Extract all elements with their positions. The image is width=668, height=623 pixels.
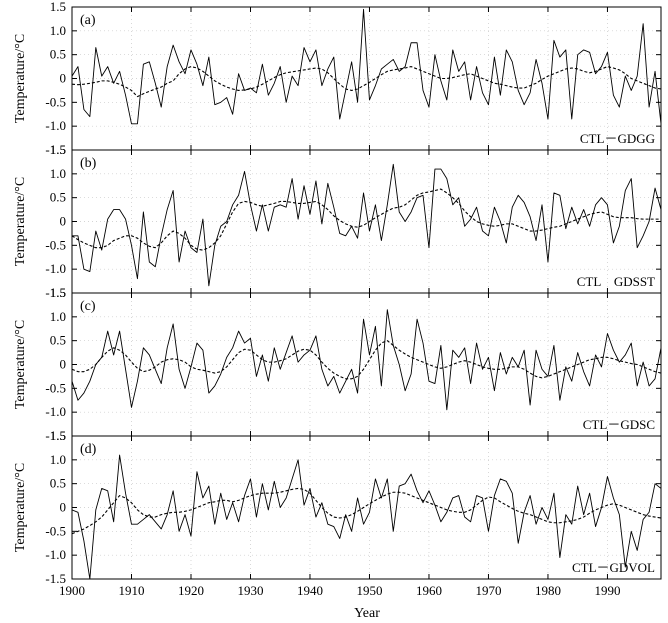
experiment-diff-label: CTL－GDSC bbox=[583, 417, 655, 432]
y-tick-label: -1.5 bbox=[45, 428, 66, 443]
chart-panel: 1.5 1.0 0.5 0 -0.5 -1.0 -1.5 (d) CTL－GDVOL Temper… bbox=[13, 428, 662, 586]
y-tick-label: 1.5 bbox=[50, 142, 66, 157]
y-tick-label: -1.0 bbox=[45, 261, 66, 276]
panels-layer: 1.5 1.0 0.5 0 -0.5 -1.0 -1.5 (a) CTL－GDGG Tempera… bbox=[13, 0, 662, 586]
y-tick-label: -0.5 bbox=[45, 523, 66, 538]
y-tick-label: 0.5 bbox=[50, 333, 66, 348]
y-tick-label: -0.5 bbox=[45, 380, 66, 395]
y-axis-title: Temperature/°C bbox=[13, 34, 28, 123]
x-tick-label: 1900 bbox=[59, 583, 85, 598]
x-tick-label: 1960 bbox=[416, 583, 442, 598]
y-tick-label: 1.0 bbox=[50, 23, 66, 38]
smoothed-series-line bbox=[72, 188, 661, 251]
annual-series-line bbox=[72, 454, 661, 579]
y-tick-label: 0.5 bbox=[50, 476, 66, 491]
y-tick-label: -1.5 bbox=[45, 571, 66, 586]
y-tick-label: 1.0 bbox=[50, 166, 66, 181]
annual-series-line bbox=[72, 8, 661, 125]
y-tick-label: 1.5 bbox=[50, 0, 66, 14]
y-axis-title: Temperature/°C bbox=[13, 177, 28, 266]
y-tick-label: 0 bbox=[60, 214, 67, 229]
chart-panel: 1.5 1.0 0.5 0 -0.5 -1.0 -1.5 (b) CTL GDSST Temper… bbox=[13, 142, 662, 300]
panel-letter: (c) bbox=[80, 299, 96, 314]
y-tick-label: -1.5 bbox=[45, 285, 66, 300]
y-tick-label: -1.5 bbox=[45, 142, 66, 157]
y-tick-label: -1.0 bbox=[45, 404, 66, 419]
chart-panel: 1.5 1.0 0.5 0 -0.5 -1.0 -1.5 (a) CTL－GDGG Tempera… bbox=[13, 0, 662, 157]
y-tick-label: -1.0 bbox=[45, 118, 66, 133]
x-tick-label: 1970 bbox=[475, 583, 501, 598]
panel-letter: (d) bbox=[80, 442, 97, 457]
y-tick-label: -1.0 bbox=[45, 547, 66, 562]
y-tick-label: 0.5 bbox=[50, 47, 66, 62]
x-tick-label: 1950 bbox=[356, 583, 382, 598]
x-tick-label: 1910 bbox=[118, 583, 144, 598]
x-axis: 1900 1910 1920 1930 1940 1950 1960 1970 1980 1990 bbox=[59, 583, 620, 598]
annual-series-line bbox=[72, 309, 661, 411]
annual-series-line bbox=[72, 163, 661, 287]
x-tick-label: 1930 bbox=[237, 583, 263, 598]
y-axis-title: Temperature/°C bbox=[13, 320, 28, 409]
experiment-diff-label: CTL GDSST bbox=[577, 274, 655, 289]
experiment-diff-label: CTL－GDGG bbox=[580, 131, 655, 146]
x-axis-title: Year bbox=[354, 606, 380, 621]
y-tick-label: -0.5 bbox=[45, 94, 66, 109]
y-tick-label: 0 bbox=[60, 357, 67, 372]
y-tick-label: 1.0 bbox=[50, 452, 66, 467]
chart-panel: 1.5 1.0 0.5 0 -0.5 -1.0 -1.5 (c) CTL－GDSC Tempera… bbox=[13, 285, 662, 443]
y-axis-title: Temperature/°C bbox=[13, 463, 28, 552]
x-tick-label: 1920 bbox=[178, 583, 204, 598]
y-tick-label: 1.0 bbox=[50, 309, 66, 324]
y-tick-label: 1.5 bbox=[50, 285, 66, 300]
panel-letter: (a) bbox=[80, 13, 96, 28]
y-tick-label: 1.5 bbox=[50, 428, 66, 443]
panel-letter: (b) bbox=[80, 156, 97, 171]
smoothed-series-line bbox=[72, 340, 661, 380]
y-tick-label: 0 bbox=[60, 500, 67, 515]
y-tick-label: 0.5 bbox=[50, 190, 66, 205]
y-tick-label: 0 bbox=[60, 71, 67, 86]
x-tick-label: 1980 bbox=[535, 583, 561, 598]
y-tick-label: -0.5 bbox=[45, 237, 66, 252]
x-tick-label: 1940 bbox=[297, 583, 323, 598]
x-tick-label: 1990 bbox=[594, 583, 620, 598]
experiment-diff-label: CTL－GDVOL bbox=[572, 560, 655, 575]
smoothed-series-line bbox=[72, 487, 661, 535]
smoothed-series-line bbox=[72, 66, 661, 98]
